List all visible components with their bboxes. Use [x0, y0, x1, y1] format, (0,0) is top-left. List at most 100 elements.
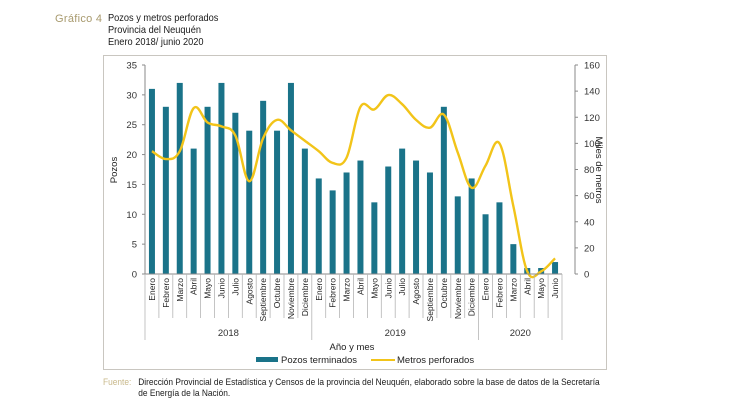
- bar-pozos-terminados: [246, 130, 253, 274]
- bar-pozos-terminados: [440, 106, 447, 274]
- legend-label-bars: Pozos terminados: [281, 355, 357, 366]
- line-series: [151, 93, 556, 279]
- x-group-label-year: 2019: [385, 328, 406, 339]
- x-tick-label-month: Marzo: [175, 278, 185, 302]
- bar-pozos-terminados: [426, 172, 433, 274]
- x-tick-label-month: Octubre: [439, 278, 449, 309]
- right-axis: 0 20 40 60 80 100 120 140 160: [574, 61, 600, 281]
- chart-title: Pozos y metros perforados: [108, 12, 219, 24]
- x-tick-label-month: Septiembre: [425, 278, 435, 322]
- right-tick-label: 0: [584, 270, 589, 281]
- left-tick-label: 10: [126, 210, 137, 221]
- x-tick-label-month: Enero: [314, 278, 324, 301]
- bar-pozos-terminados: [287, 82, 294, 275]
- bar-pozos-terminados: [148, 88, 155, 274]
- bar-pozos-terminados: [552, 262, 559, 274]
- bar-pozos-terminados: [343, 172, 350, 274]
- x-tick-label-month: Junio: [550, 278, 560, 299]
- x-tick-label-month: Abril: [189, 278, 199, 295]
- x-tick-label-month: Agosto: [411, 278, 421, 305]
- bar-pozos-terminados: [371, 202, 378, 274]
- chart-subtitle-region: Provincia del Neuquén: [108, 24, 201, 36]
- bar-pozos-terminados: [315, 178, 322, 274]
- x-tick-label-month: Diciembre: [467, 278, 477, 317]
- x-tick-label-month: Mayo: [203, 278, 213, 299]
- left-tick-label: 5: [132, 240, 137, 251]
- left-tick-label: 15: [126, 180, 137, 191]
- bar-series: [148, 82, 559, 275]
- x-tick-label-month: Septiembre: [258, 278, 268, 322]
- x-tick-label-month: Octubre: [272, 278, 282, 309]
- right-tick-label: 140: [584, 87, 600, 98]
- bar-pozos-terminados: [218, 82, 225, 275]
- bar-pozos-terminados: [454, 196, 461, 274]
- right-tick-label: 60: [584, 191, 595, 202]
- bar-pozos-terminados: [301, 148, 308, 274]
- right-tick-label: 100: [584, 139, 600, 150]
- left-tick-label: 30: [126, 90, 137, 101]
- x-tick-label-month: Marzo: [342, 278, 352, 302]
- x-tick-label-month: Mayo: [536, 278, 546, 299]
- x-tick-label-month: Diciembre: [300, 278, 310, 317]
- legend: Pozos terminados Metros perforados: [256, 355, 474, 366]
- x-tick-label-month: Junio: [216, 278, 226, 299]
- bar-pozos-terminados: [413, 160, 420, 274]
- bar-pozos-terminados: [176, 82, 183, 275]
- x-tick-label-month: Febrero: [328, 278, 338, 308]
- x-tick-label-month: Mayo: [369, 278, 379, 299]
- x-tick-label-month: Abril: [355, 278, 365, 295]
- right-tick-label: 80: [584, 165, 595, 176]
- chart-title-block: Pozos y metros perforados Provincia del …: [108, 12, 218, 48]
- x-tick-label-month: Julio: [397, 278, 407, 296]
- bar-pozos-terminados: [496, 202, 503, 274]
- source-text-line-2: de Energía de la Nación.: [138, 388, 231, 399]
- x-tick-label-month: Enero: [147, 278, 157, 301]
- legend-swatch-bars: [256, 357, 278, 362]
- right-tick-label: 40: [584, 217, 595, 228]
- bar-pozos-terminados: [232, 112, 239, 275]
- x-tick-label-month: Marzo: [508, 278, 518, 302]
- bar-pozos-terminados: [510, 244, 517, 274]
- x-tick-label-month: Junio: [383, 278, 393, 299]
- left-tick-label: 0: [132, 270, 137, 281]
- chart-subtitle-period: Enero 2018/ junio 2020: [108, 36, 204, 48]
- bar-pozos-terminados: [482, 214, 489, 274]
- bar-pozos-terminados: [357, 160, 364, 274]
- x-tick-label-month: Noviembre: [286, 278, 296, 319]
- x-tick-label-month: Abril: [522, 278, 532, 295]
- y2-axis-title: Miles de metros: [593, 136, 604, 203]
- x-tick-label-month: Enero: [481, 278, 491, 301]
- x-axis-title: Año y mes: [330, 342, 375, 353]
- bar-pozos-terminados: [260, 100, 267, 274]
- figure-label: Gráfico 4: [55, 13, 103, 25]
- right-tick-label: 160: [584, 61, 600, 72]
- x-tick-label-month: Febrero: [494, 278, 504, 308]
- y-axis-title: Pozos: [109, 157, 120, 184]
- bar-pozos-terminados: [274, 130, 281, 274]
- right-tick-label: 20: [584, 243, 595, 254]
- x-axis: Enero Febrero Marzo Abril Mayo Junio Julio Agos…: [144, 273, 563, 340]
- right-tick-label: 120: [584, 113, 600, 124]
- source-text-line-1: Dirección Provincial de Estadística y Ce…: [138, 377, 600, 388]
- x-tick-label-month: Noviembre: [453, 278, 463, 319]
- x-group-label-year: 2018: [218, 328, 239, 339]
- source-label: Fuente:: [103, 377, 132, 388]
- x-tick-label-month: Julio: [230, 278, 240, 296]
- x-tick-label-month: Febrero: [161, 278, 171, 308]
- bar-pozos-terminados: [204, 106, 211, 274]
- left-tick-label: 25: [126, 120, 137, 131]
- bar-pozos-terminados: [329, 190, 336, 274]
- x-group-label-year: 2020: [510, 328, 531, 339]
- left-axis: 0 5 10 15 20 25 30 35: [126, 61, 146, 281]
- bar-pozos-terminados: [399, 148, 406, 274]
- left-tick-label: 20: [126, 150, 137, 161]
- left-tick-label: 35: [126, 61, 137, 72]
- bar-pozos-terminados: [190, 148, 197, 274]
- bar-pozos-terminados: [468, 178, 475, 274]
- chart-frame: [103, 55, 607, 370]
- line-metros-perforados: [151, 93, 556, 279]
- legend-label-line: Metros perforados: [397, 355, 474, 366]
- bar-pozos-terminados: [162, 106, 169, 274]
- x-tick-label-month: Agosto: [244, 278, 254, 305]
